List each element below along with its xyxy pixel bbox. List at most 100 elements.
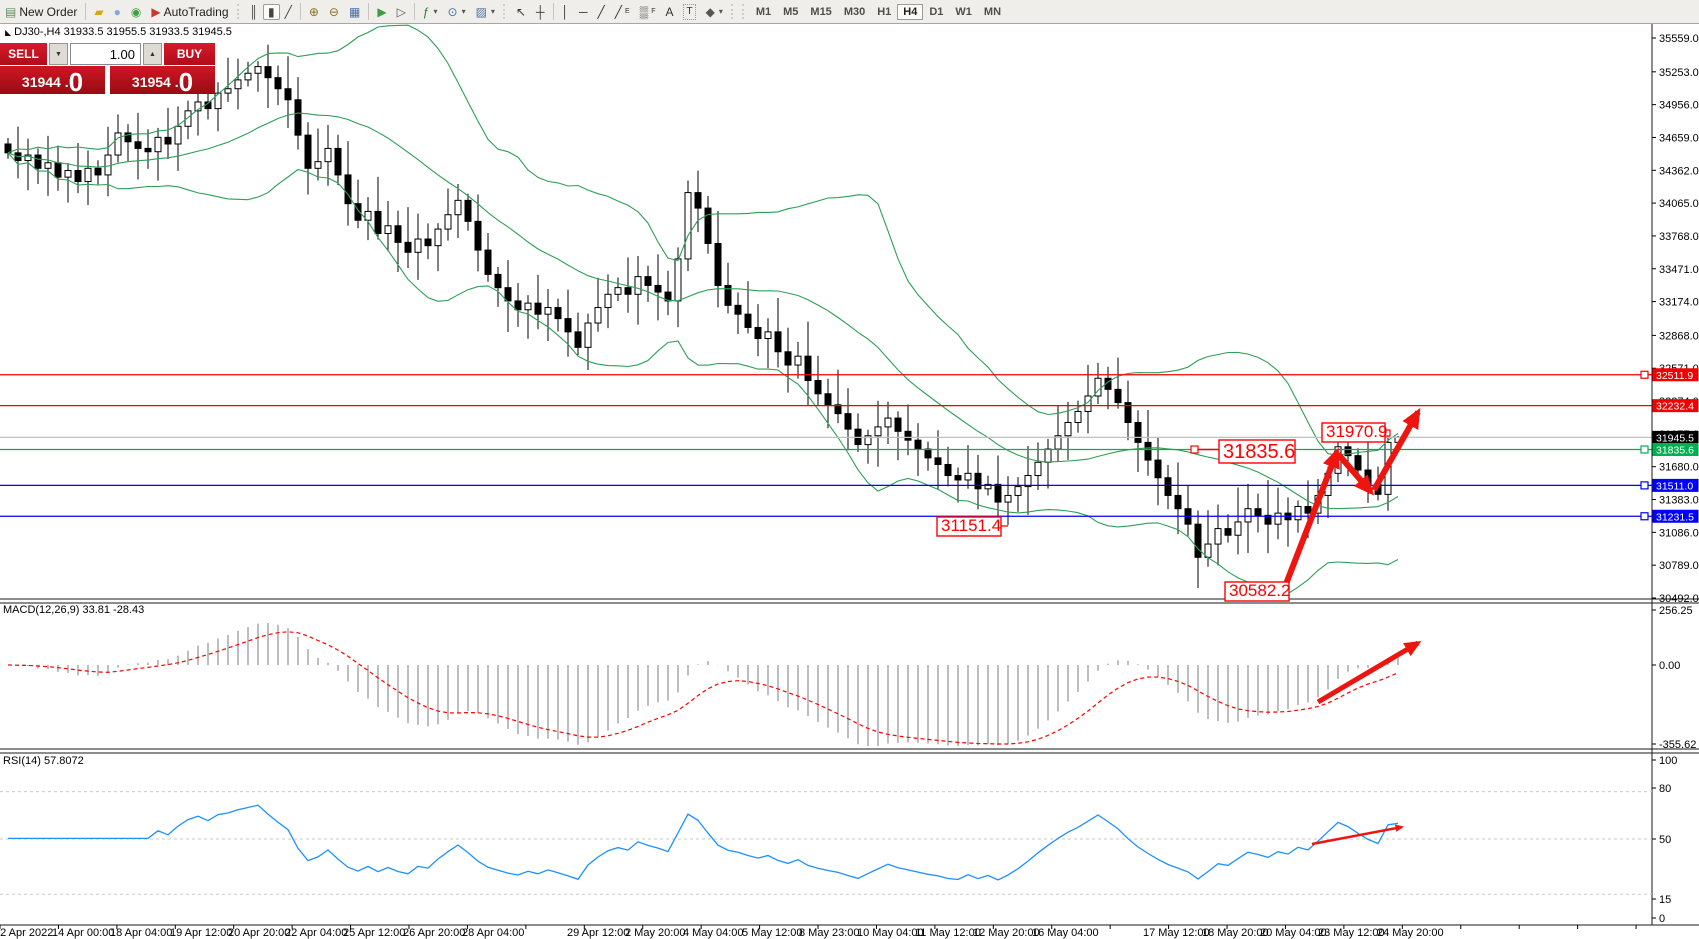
price-callout-box[interactable] xyxy=(936,516,1002,537)
rsi-label: RSI(14) 57.8072 xyxy=(3,755,84,767)
line-chart-icon[interactable]: ╱ xyxy=(280,4,297,20)
signals-icon[interactable]: ◉ xyxy=(126,4,146,20)
candle-body xyxy=(304,134,312,169)
red-trend-arrow[interactable] xyxy=(1371,407,1421,492)
candle-body xyxy=(914,439,922,450)
candle-body xyxy=(1264,514,1272,525)
timeframe-h4[interactable]: H4 xyxy=(897,3,924,20)
new-order-button[interactable]: ▤ New Order xyxy=(0,4,82,20)
price-callout-box[interactable] xyxy=(1218,439,1296,464)
bar-chart-icon[interactable]: ║ xyxy=(245,4,264,20)
volume-input[interactable]: 1.00 xyxy=(70,43,141,65)
candle-body xyxy=(84,167,92,183)
rsi-scale-label: 50 xyxy=(1659,834,1671,846)
candle-body xyxy=(554,307,562,320)
arrows-tool-icon[interactable]: ◆ ▾ xyxy=(701,4,728,20)
timeframe-mn[interactable]: MN xyxy=(983,5,1002,18)
toolbar-separator xyxy=(299,3,301,20)
timeframe-m30[interactable]: M30 xyxy=(843,5,866,18)
candle-body xyxy=(954,475,962,481)
chart-shift-icon: ▷ xyxy=(396,4,406,19)
mql5-cloud-icon[interactable]: ● xyxy=(109,4,126,20)
candle-body xyxy=(1194,523,1202,558)
candle-body xyxy=(1114,388,1122,404)
price-callout-box[interactable] xyxy=(1224,581,1290,602)
tile-windows-icon[interactable]: ▦ xyxy=(344,4,365,20)
price-callouts[interactable]: 31835.6 31970.9 31151.4 30582.2 xyxy=(936,422,1391,602)
candle-body xyxy=(974,472,982,490)
autotrading-button-label: AutoTrading xyxy=(163,4,229,19)
rsi-scale-label: 0 xyxy=(1659,913,1665,925)
price-callout-text: 31970.9 xyxy=(1326,422,1387,441)
time-label: 10 May 04:00 xyxy=(857,927,924,939)
crosshair-icon[interactable]: ┼ xyxy=(531,4,550,20)
dropdown-arrow-icon[interactable]: ▾ xyxy=(433,7,438,16)
candle-body xyxy=(1034,461,1042,477)
templates-icon[interactable]: ▨ ▾ xyxy=(471,4,500,20)
equidistant-channel-icon[interactable]: ╱ E xyxy=(610,4,635,20)
dropdown-arrow-icon[interactable]: ▾ xyxy=(490,7,495,16)
candle-body xyxy=(484,249,492,275)
volume-decrease-button[interactable]: ▼ xyxy=(49,43,68,65)
vertical-line-icon: │ xyxy=(561,4,570,19)
time-label: 12 Apr 2022 xyxy=(0,927,53,939)
timeframe-h1[interactable]: H1 xyxy=(877,5,892,18)
new-order-button-label: New Order xyxy=(19,4,78,19)
red-trend-arrow[interactable] xyxy=(1283,447,1340,586)
auto-scroll-icon[interactable]: ▶ xyxy=(372,4,391,20)
timeframe-m15[interactable]: M15 xyxy=(810,5,832,18)
candle-body xyxy=(1044,448,1052,463)
periods-icon[interactable]: ⊙ ▾ xyxy=(443,4,471,20)
red-trend-arrow[interactable] xyxy=(1311,824,1404,846)
support-line-1-chip xyxy=(1652,478,1699,492)
fibonacci-icon[interactable]: ▒ F xyxy=(635,4,661,20)
candle-body xyxy=(1304,505,1312,514)
sell-button[interactable]: SELL xyxy=(0,43,47,65)
support-line-1-chip-label: 31511.0 xyxy=(1656,480,1693,492)
candle-body xyxy=(564,318,572,333)
timeframe-d1[interactable]: D1 xyxy=(929,5,944,18)
candle-body xyxy=(384,225,392,235)
time-label: 18 May 20:00 xyxy=(1202,927,1269,939)
indicators-icon[interactable]: ƒ ▾ xyxy=(418,4,443,20)
candlestick-chart-icon[interactable]: ▮ xyxy=(263,3,280,20)
bollinger-bands xyxy=(7,24,1399,595)
trade-plan-arrows[interactable] xyxy=(1283,407,1422,846)
chart-shift-icon[interactable]: ▷ xyxy=(392,4,411,20)
dropdown-arrow-icon[interactable]: ▾ xyxy=(461,7,466,16)
signals-icon: ◉ xyxy=(130,4,142,19)
horizontal-line-icon[interactable]: ─ xyxy=(574,4,593,20)
autotrading-button[interactable]: ▶ AutoTrading xyxy=(146,4,233,20)
zoom-out-icon[interactable]: ⊖ xyxy=(324,4,344,20)
timeframe-m1[interactable]: M1 xyxy=(755,5,772,18)
cursor-icon[interactable]: ↖ xyxy=(511,4,531,20)
dropdown-arrow-icon[interactable]: ▾ xyxy=(718,7,723,16)
candle-body xyxy=(924,448,932,459)
candle-body xyxy=(1234,521,1242,536)
sell-price-box[interactable]: 31944 .0 xyxy=(0,66,105,95)
trendline-icon[interactable]: ╱ xyxy=(593,4,610,20)
candle-body xyxy=(1154,459,1162,479)
buy-button[interactable]: BUY xyxy=(164,43,215,65)
text-label-icon[interactable]: T xyxy=(678,3,700,21)
arrows-tool-icon: ◆ xyxy=(705,4,715,19)
timeframe-m5[interactable]: M5 xyxy=(783,5,799,18)
buy-price-box[interactable]: 31954 .0 xyxy=(110,66,215,97)
vertical-line-icon[interactable]: │ xyxy=(557,4,575,20)
red-trend-arrow[interactable] xyxy=(1335,452,1375,496)
text-icon: A xyxy=(665,4,674,19)
red-trend-arrow[interactable] xyxy=(1316,640,1422,705)
macd-label: MACD(12,26,9) 33.81 -28.43 xyxy=(3,604,145,616)
text-icon[interactable]: A xyxy=(660,4,678,20)
price-callout-box[interactable] xyxy=(1321,422,1386,443)
time-label: 28 Apr 04:00 xyxy=(462,927,524,939)
candle-body xyxy=(724,284,732,306)
rsi-scale-label: 15 xyxy=(1659,894,1671,906)
zoom-in-icon[interactable]: ⊕ xyxy=(304,4,324,20)
volume-increase-button[interactable]: ▲ xyxy=(143,43,162,65)
buy-price-pips: 0 xyxy=(178,67,194,97)
auto-scroll-icon: ▶ xyxy=(377,4,387,19)
deposit-gold-icon[interactable]: ▰ xyxy=(89,4,108,20)
timeframe-w1[interactable]: W1 xyxy=(955,5,972,18)
